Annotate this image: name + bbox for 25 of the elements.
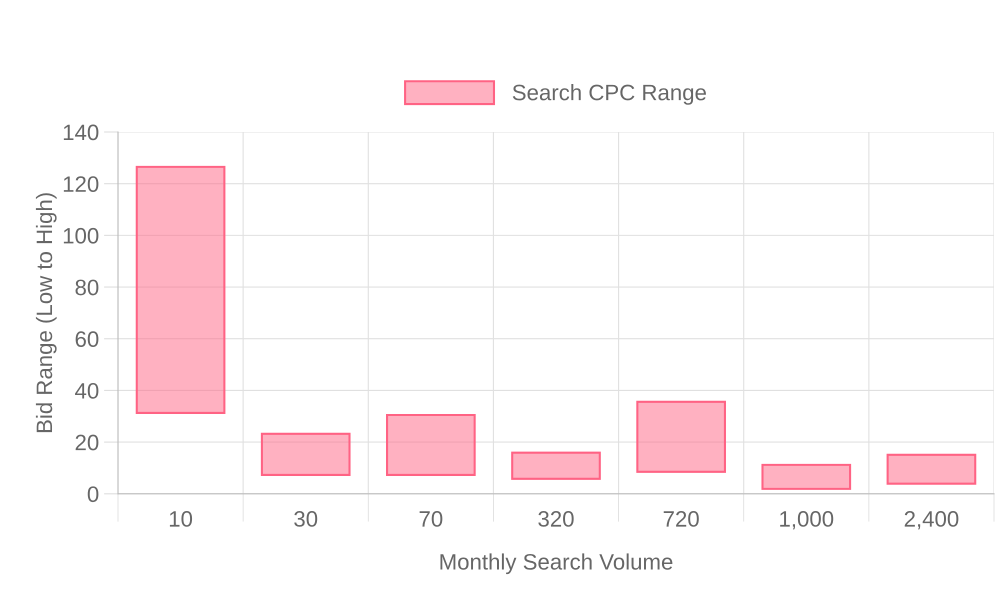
y-tick-label: 100 [64,228,98,244]
x-tick-label: 10 [170,511,192,527]
y-tick-label: 80 [76,280,98,296]
x-tick-label: 720 [664,511,699,527]
bar [386,414,476,476]
y-tick-label: 20 [76,434,98,450]
y-tick-label: 140 [64,124,98,140]
y-tick-label: 120 [64,176,98,192]
x-tick-label: 30 [294,511,318,527]
bar [511,452,601,480]
x-tick-label: 320 [538,511,574,527]
bar [136,166,226,414]
x-tick-label: 1,000 [780,511,834,530]
y-tick-label: 40 [75,382,98,399]
bar [260,432,351,476]
x-tick-label: 70 [420,511,442,527]
y-tick-label: 0 [88,486,98,502]
x-tick-label: 2,400 [904,511,958,530]
y-axis-title: Bid Range (Low to High) [36,193,57,432]
bar [761,464,852,490]
y-tick-label: 60 [76,331,98,348]
x-axis-title: Monthly Search Volume [440,553,672,574]
bar [886,454,976,485]
legend-label: Search CPC Range [512,84,706,105]
bar [636,400,726,473]
